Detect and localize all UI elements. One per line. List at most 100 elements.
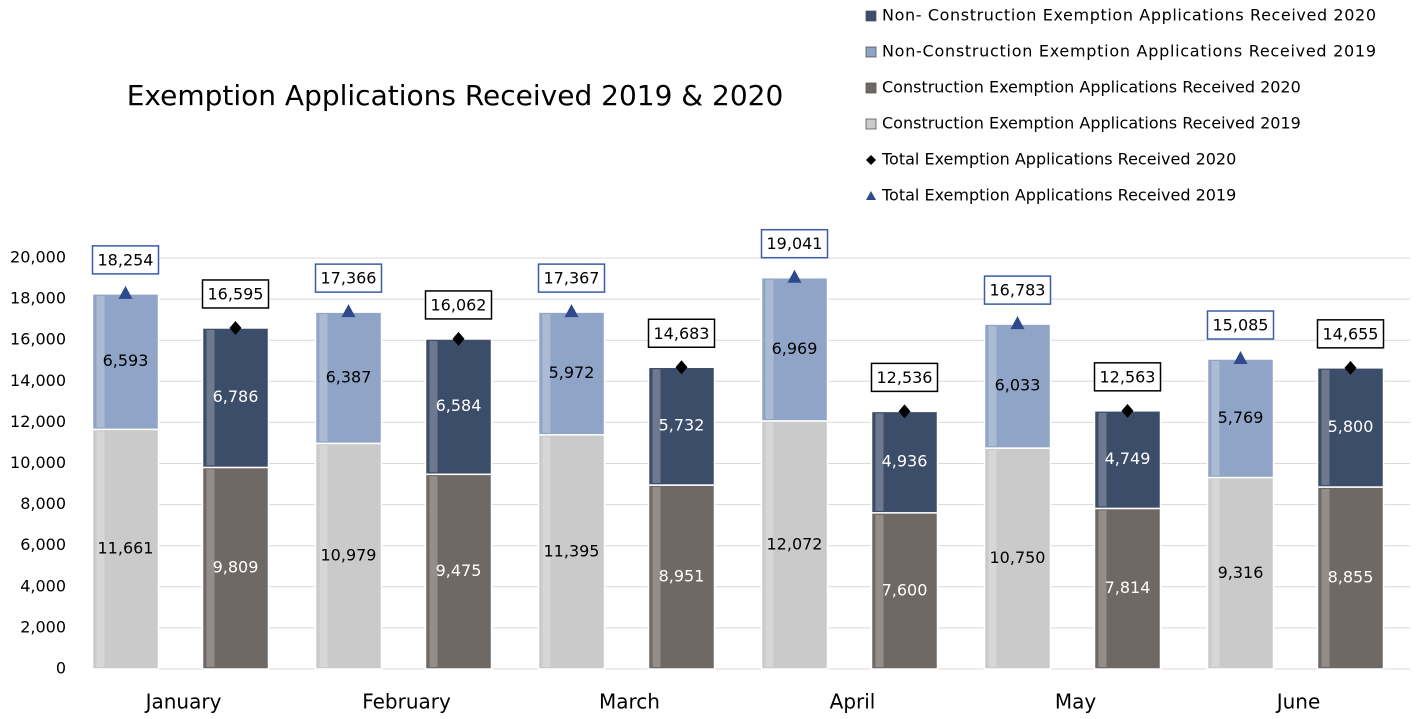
total-label: 17,366 [321,269,377,288]
legend-label: Total Exemption Applications Received 20… [881,150,1236,169]
total-label: 12,563 [1100,367,1156,386]
bar-highlight [206,469,215,667]
bar-highlight [1098,510,1107,667]
total-label-box [314,263,383,293]
total-label: 15,085 [1213,316,1269,335]
total-label: 17,367 [544,269,600,288]
bar-highlight [96,295,105,428]
segment-label: 6,593 [103,351,149,370]
y-tick-label: 0 [56,659,66,678]
total-label: 12,536 [877,368,933,387]
segment-label: 5,972 [549,363,595,382]
y-tick-label: 20,000 [10,248,66,267]
total-label: 16,062 [431,295,487,314]
bar-highlight [1098,412,1107,507]
bar-highlight [765,422,774,667]
bar-highlight [652,487,661,667]
bar-highlight [652,369,661,484]
bar-segment [870,512,939,670]
legend-swatch [865,82,877,94]
bar-segment [424,338,493,476]
legend-swatch [865,10,877,22]
segment-label: 11,661 [98,539,154,558]
x-tick-label: May [1055,690,1097,714]
bar-segment [201,466,270,670]
bar-highlight [542,314,551,433]
legend-label: Non-Construction Exemption Applications … [882,42,1376,61]
bar-highlight [319,314,328,442]
segment-label: 4,749 [1105,449,1151,468]
bar-highlight [765,279,774,419]
total-marker [341,304,356,318]
bar-segment [983,447,1052,670]
segment-label: 5,732 [659,416,705,435]
bar-highlight [542,436,551,667]
bar-segment [1316,486,1385,670]
bar-segment [314,311,383,445]
total-label: 16,595 [208,284,264,303]
bar-segment [537,434,606,670]
bar-highlight [96,431,105,667]
total-marker [564,304,579,318]
y-tick-label: 12,000 [10,412,66,431]
segment-label: 6,969 [772,339,818,358]
segment-label: 6,786 [213,387,259,406]
bar-highlight [429,340,438,473]
total-marker [675,360,688,375]
x-tick-label: June [1275,690,1321,714]
segment-label: 7,814 [1105,578,1151,597]
y-tick-label: 8,000 [20,494,66,513]
segment-label: 7,600 [882,580,928,599]
y-tick-label: 18,000 [10,289,66,308]
total-label-box [647,318,716,349]
legend-marker [866,155,876,165]
total-label-box [424,290,493,320]
bar-segment [424,473,493,670]
y-tick-label: 2,000 [20,617,66,636]
total-marker [1233,351,1248,365]
bar-highlight [1211,479,1220,667]
total-label-box [983,275,1052,305]
chart-title: Exemption Applications Received 2019 & 2… [127,79,784,112]
segment-label: 9,475 [436,561,482,580]
total-label-box [760,228,829,259]
legend-label: Construction Exemption Applications Rece… [882,78,1301,97]
y-tick-label: 6,000 [20,535,66,554]
bar-segment [1316,367,1385,488]
bar-segment [647,484,716,670]
total-marker [118,285,133,299]
total-label: 16,783 [990,281,1046,300]
bar-highlight [1211,361,1220,476]
bar-highlight [429,476,438,667]
segment-label: 8,855 [1328,568,1374,587]
legend-marker [866,191,876,200]
total-marker [787,269,802,283]
total-label-box [201,279,270,309]
segment-label: 5,769 [1218,408,1264,427]
total-marker [452,331,465,346]
total-label: 14,655 [1323,324,1379,343]
segment-label: 10,750 [990,548,1046,567]
bar-segment [537,311,606,436]
total-label-box [870,362,939,393]
bar-highlight [875,514,884,667]
bar-highlight [319,445,328,667]
y-tick-label: 10,000 [10,453,66,472]
bar-segment [1093,507,1162,670]
segment-label: 9,316 [1218,563,1264,582]
total-label-box [1206,310,1275,340]
segment-label: 8,951 [659,567,705,586]
legend-label: Total Exemption Applications Received 20… [881,186,1236,205]
y-tick-label: 16,000 [10,330,66,349]
x-tick-label: April [830,690,876,714]
segment-label: 6,387 [326,367,372,386]
segment-label: 11,395 [544,541,600,560]
bar-segment [1206,358,1275,479]
bar-highlight [206,329,215,466]
total-label-box [537,263,606,293]
y-tick-label: 14,000 [10,371,66,390]
bar-segment [760,276,829,422]
legend-label: Construction Exemption Applications Rece… [882,114,1301,133]
segment-label: 6,033 [995,376,1041,395]
bar-segment [870,410,939,514]
